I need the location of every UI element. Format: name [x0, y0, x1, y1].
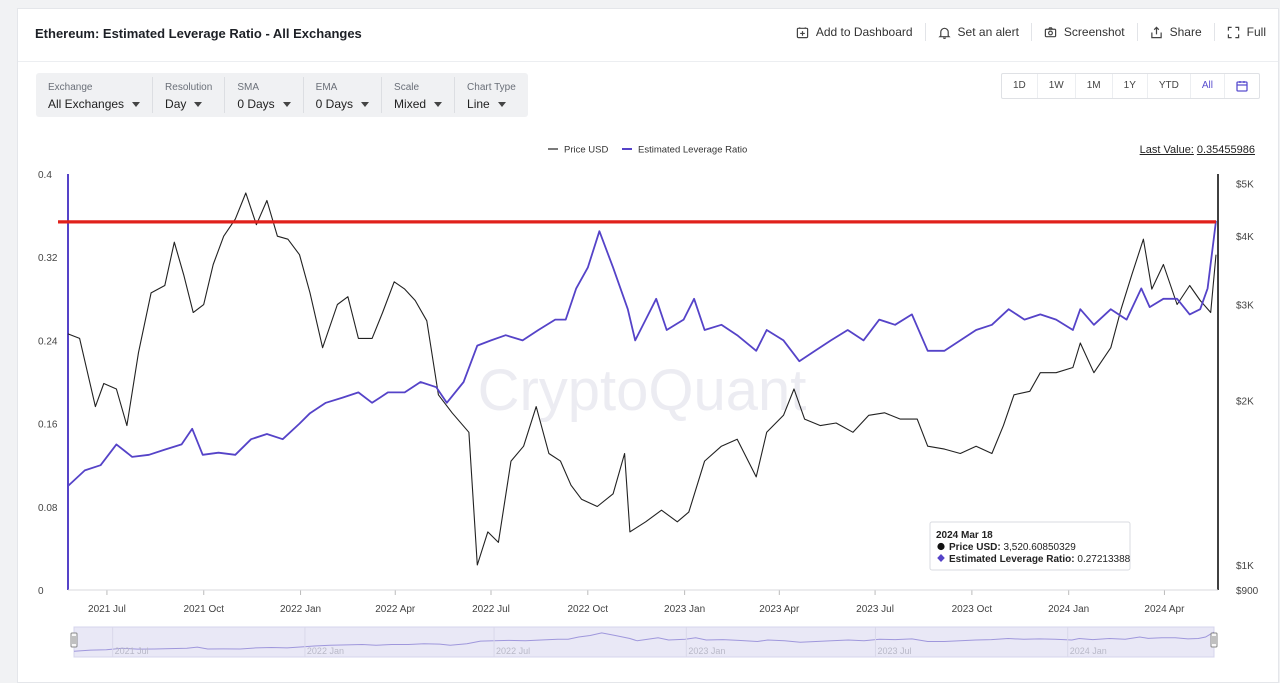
- navigator-tick-label: 2023 Jul: [877, 646, 911, 656]
- last-value: Last Value: 0.35455986: [1139, 144, 1255, 156]
- x-tick-label: 2022 Apr: [375, 604, 416, 615]
- bell-icon: [937, 27, 951, 39]
- navigator-series-line: [73, 631, 1215, 652]
- legend-label-leverage: Estimated Leverage Ratio: [638, 145, 747, 156]
- y-left-tick-label: 0.08: [38, 503, 58, 514]
- resolution-select[interactable]: Resolution Day: [152, 77, 224, 113]
- x-tick-label: 2023 Oct: [952, 604, 993, 615]
- calendar-button[interactable]: [1225, 74, 1259, 98]
- y-left-tick-label: 0.16: [38, 420, 58, 431]
- y-right-tick-label: $2K: [1236, 397, 1254, 408]
- dashboard-add-icon: [796, 26, 809, 38]
- navigator-tick-label: 2022 Jan: [307, 646, 344, 656]
- y-right-tick-label: $4K: [1236, 232, 1254, 243]
- page-title: Ethereum: Estimated Leverage Ratio - All…: [35, 26, 362, 41]
- range-1y-button[interactable]: 1Y: [1113, 74, 1148, 98]
- x-tick-label: 2024 Apr: [1144, 604, 1185, 615]
- x-tick-label: 2023 Apr: [759, 604, 800, 615]
- chart-header: Ethereum: Estimated Leverage Ratio - All…: [18, 9, 1278, 62]
- y-right-tick-label: $1K: [1236, 561, 1254, 572]
- y-right-tick-label: $5K: [1236, 179, 1254, 190]
- y-left-tick-label: 0.32: [38, 253, 58, 264]
- camera-icon: [1044, 26, 1057, 37]
- header-actions: Add to Dashboard Set an alert Screenshot…: [784, 23, 1278, 41]
- sma-select[interactable]: SMA 0 Days: [224, 77, 302, 113]
- exchange-select[interactable]: Exchange All Exchanges: [36, 77, 152, 113]
- navigator-handle-left[interactable]: [70, 632, 78, 648]
- navigator-range: [73, 626, 1215, 658]
- x-tick-label: 2023 Jan: [664, 604, 705, 615]
- fullscreen-button[interactable]: Full: [1213, 23, 1278, 41]
- y-left-tick-label: 0.24: [38, 336, 58, 347]
- chart-type-select[interactable]: Chart Type Line: [454, 77, 528, 113]
- x-tick-label: 2022 Jan: [280, 604, 321, 615]
- x-tick-label: 2021 Oct: [183, 604, 224, 615]
- y-right-tick-label: $3K: [1236, 300, 1254, 311]
- y-left-tick-label: 0: [38, 586, 44, 597]
- y-right-tick-label: $900: [1236, 586, 1259, 597]
- tooltip-price-row: Price USD: 3,520.60850329: [949, 542, 1076, 553]
- tooltip-box: [929, 521, 1131, 571]
- range-1d-button[interactable]: 1D: [1002, 74, 1038, 98]
- range-all-button[interactable]: All: [1191, 74, 1225, 98]
- tooltip-leverage-row: Estimated Leverage Ratio: 0.27213388: [949, 554, 1131, 565]
- x-tick-label: 2023 Jul: [856, 604, 894, 615]
- navigator-handle-right[interactable]: [1210, 632, 1218, 648]
- tooltip-date: 2024 Mar 18: [936, 530, 993, 541]
- share-icon: [1150, 26, 1162, 38]
- navigator-tick-label: 2023 Jan: [688, 646, 725, 656]
- ema-select[interactable]: EMA 0 Days: [302, 77, 381, 113]
- x-tick-label: 2022 Oct: [568, 604, 609, 615]
- set-alert-button[interactable]: Set an alert: [924, 23, 1031, 41]
- watermark: CryptoQuant: [478, 358, 807, 423]
- fullscreen-icon: [1227, 26, 1239, 38]
- tooltip-price-marker: [937, 542, 945, 551]
- x-tick-label: 2021 Jul: [88, 604, 126, 615]
- calendar-icon: [1236, 81, 1248, 92]
- y-left-tick-label: 0.4: [38, 170, 52, 181]
- range-ytd-button[interactable]: YTD: [1148, 74, 1191, 98]
- navigator-tick-label: 2022 Jul: [496, 646, 530, 656]
- navigator-tick-label: 2024 Jan: [1070, 646, 1107, 656]
- range-1w-button[interactable]: 1W: [1038, 74, 1076, 98]
- add-to-dashboard-button[interactable]: Add to Dashboard: [784, 23, 925, 41]
- series-line-price: [67, 192, 1217, 566]
- scale-select[interactable]: Scale Mixed: [381, 77, 454, 113]
- legend-label-price: Price USD: [564, 145, 608, 156]
- navigator-tick-label: 2021 Jul: [115, 646, 149, 656]
- share-button[interactable]: Share: [1136, 23, 1214, 41]
- x-tick-label: 2022 Jul: [472, 604, 510, 615]
- filter-bar: Exchange All Exchanges Resolution Day SMA 0…: [36, 73, 528, 117]
- x-tick-label: 2024 Jan: [1048, 604, 1089, 615]
- tooltip-leverage-marker: [937, 554, 945, 562]
- chart-card: Ethereum: Estimated Leverage Ratio - All…: [17, 8, 1279, 683]
- range-selector: 1D 1W 1M 1Y YTD All: [1000, 73, 1260, 99]
- series-line-leverage: [67, 220, 1217, 487]
- range-1m-button[interactable]: 1M: [1076, 74, 1113, 98]
- screenshot-button[interactable]: Screenshot: [1030, 23, 1137, 41]
